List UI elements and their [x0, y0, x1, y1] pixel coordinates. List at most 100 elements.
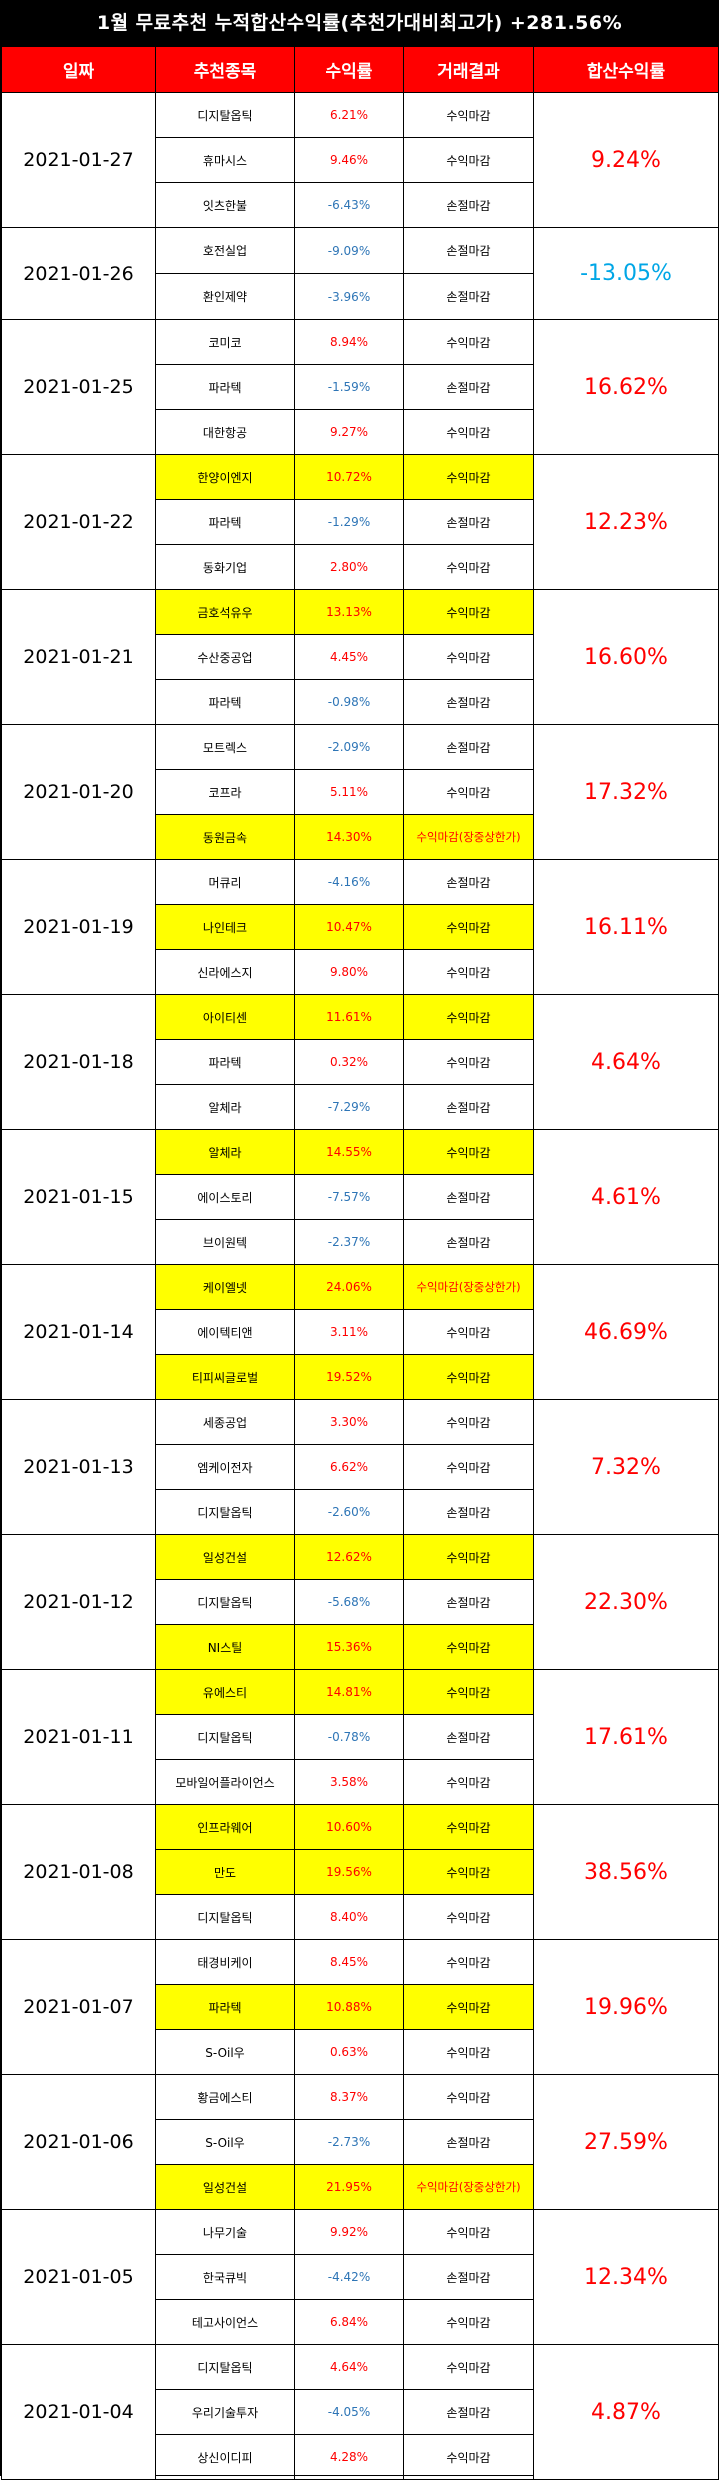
- header-row: 일짜 추천종목 수익률 거래결과 합산수익률: [1, 46, 719, 93]
- table-row: 2021-01-04 디지탈옵틱 4.64% 수익마감 4.87%: [1, 2344, 719, 2480]
- stock-rate: 0.32%: [294, 1039, 404, 1085]
- table-row: 환인제약 -3.96% 손절마감: [2, 273, 719, 320]
- stock-rate: -3.96%: [294, 273, 404, 320]
- trade-result: 수익마감(장중상한가): [403, 1264, 534, 1310]
- stock-rate: 8.37%: [294, 2074, 404, 2120]
- trade-result: 수익마감: [403, 544, 534, 590]
- trade-result: 수익마감: [403, 2299, 534, 2345]
- trade-result: 손절마감: [403, 1174, 534, 1220]
- stock-rate: 19.56%: [294, 1849, 404, 1895]
- table-row: 상신이디피 4.28% 수익마감: [2, 2434, 719, 2480]
- table-row: 2021-01-11 유에스티 14.81% 수익마감 17.61%: [1, 1669, 719, 1805]
- trade-result: 손절마감: [403, 1579, 534, 1625]
- table-row: 만도 19.56% 수익마감: [2, 1849, 719, 1895]
- stock-name: 모트렉스: [155, 724, 295, 770]
- stock-name: 엠케이전자: [155, 1444, 295, 1490]
- table-row: 2021-01-18 아이티센 11.61% 수익마감 4.64%: [1, 994, 719, 1130]
- trade-result: 수익마감: [403, 634, 534, 680]
- group-sum-rate: 4.61%: [533, 1129, 719, 1265]
- stock-name: 금호석유우: [155, 589, 295, 635]
- sheet-title: 1월 무료추천 누적합산수익률(추천가대비최고가) +281.56%: [1, 1, 718, 46]
- trade-result: 수익마감: [403, 589, 534, 635]
- stock-rate: -1.59%: [294, 364, 404, 410]
- trade-result: 손절마감: [403, 679, 534, 725]
- stock-rate: 19.52%: [294, 1354, 404, 1400]
- trade-result: 수익마감: [403, 2029, 534, 2075]
- table-row: 2021-01-07 태경비케이 8.45% 수익마감 19.96%: [1, 1939, 719, 2075]
- table-row: 2021-01-25 코미코 8.94% 수익마감 16.62%: [1, 319, 719, 455]
- table-row: 2021-01-19 머큐리 -4.16% 손절마감 16.11%: [1, 859, 719, 995]
- stock-rate: -4.05%: [294, 2389, 404, 2435]
- stock-rate: 10.60%: [294, 1804, 404, 1850]
- trade-result: 수익마감: [403, 2209, 534, 2255]
- stock-name: 나무기술: [155, 2209, 295, 2255]
- group-sum-rate: 27.59%: [533, 2074, 719, 2210]
- table-row: 2021-01-21 금호석유우 13.13% 수익마감 16.60%: [1, 589, 719, 725]
- group-date: 2021-01-25: [1, 319, 156, 455]
- group-sum-rate: 16.60%: [533, 589, 719, 725]
- stock-name: 디지탈옵틱: [155, 1714, 295, 1760]
- table-row: 우리기술투자 -4.05% 손절마감: [2, 2389, 719, 2435]
- stock-name: 황금에스티: [155, 2074, 295, 2120]
- stock-name: 일성건설: [155, 1534, 295, 1580]
- stock-name: 티피씨글로벌: [155, 1354, 295, 1400]
- stock-name: 머큐리: [155, 859, 295, 905]
- stock-name: 디지탈옵틱: [155, 1579, 295, 1625]
- trade-result: 손절마감: [403, 1219, 534, 1265]
- table-row: 디지탈옵틱 -0.78% 손절마감: [2, 1714, 719, 1760]
- group-date: 2021-01-07: [1, 1939, 156, 2075]
- table-row: 2021-01-26 호전실업 -9.09% 손절마감 -13.05%: [1, 227, 719, 320]
- stock-rate: 15.36%: [294, 1624, 404, 1670]
- group-sum-rate: 4.87%: [533, 2344, 719, 2480]
- group-date: 2021-01-12: [1, 1534, 156, 1670]
- trade-result: 손절마감: [403, 2254, 534, 2300]
- stock-rate: 4.64%: [294, 2344, 404, 2390]
- stock-name: 파라텍: [155, 679, 295, 725]
- table-row: 한국큐빅 -4.42% 손절마감: [2, 2254, 719, 2300]
- stock-name: 대한항공: [155, 409, 295, 455]
- header-rate: 수익률: [294, 46, 404, 93]
- trade-result: 수익마감: [403, 1624, 534, 1670]
- group-date: 2021-01-08: [1, 1804, 156, 1940]
- table-row: 티피씨글로벌 19.52% 수익마감: [2, 1354, 719, 1400]
- trade-result: 수익마감: [403, 1984, 534, 2030]
- stock-rate: 0.63%: [294, 2029, 404, 2075]
- group-sum-rate: 12.34%: [533, 2209, 719, 2345]
- trade-result: 수익마감: [403, 92, 534, 138]
- stock-name: 신라에스지: [155, 949, 295, 995]
- stock-name: 일성건설: [155, 2164, 295, 2210]
- stock-rate: 14.81%: [294, 1669, 404, 1715]
- group-date: 2021-01-04: [1, 2344, 156, 2480]
- stock-name: 에이텍티앤: [155, 1309, 295, 1355]
- table-row: 2021-01-08 인프라웨어 10.60% 수익마감 38.56%: [1, 1804, 719, 1940]
- trade-result: 수익마감: [403, 1354, 534, 1400]
- table-row: 2021-01-15 알체라 14.55% 수익마감 4.61%: [1, 1129, 719, 1265]
- stock-name: 인프라웨어: [155, 1804, 295, 1850]
- stock-name: 수산중공업: [155, 634, 295, 680]
- stock-rate: -7.29%: [294, 1084, 404, 1130]
- stock-name: 브이원텍: [155, 1219, 295, 1265]
- trade-result: 수익마감: [403, 904, 534, 950]
- trade-result: 수익마감: [403, 1939, 534, 1985]
- stock-name: 파라텍: [155, 1039, 295, 1085]
- trade-result: 수익마감: [403, 2344, 534, 2390]
- group-date: 2021-01-11: [1, 1669, 156, 1805]
- table-row: NI스틸 15.36% 수익마감: [2, 1624, 719, 1670]
- table-row: S-Oil우 0.63% 수익마감: [2, 2029, 719, 2075]
- group-date: 2021-01-05: [1, 2209, 156, 2345]
- table-row: 2021-01-05 나무기술 9.92% 수익마감 12.34%: [1, 2209, 719, 2345]
- trade-result: 수익마감: [403, 319, 534, 365]
- stock-name: 디지탈옵틱: [155, 2344, 295, 2390]
- stock-rate: 8.94%: [294, 319, 404, 365]
- trade-result: 수익마감: [403, 1849, 534, 1895]
- trade-result: 수익마감: [403, 2074, 534, 2120]
- results-table: 일짜 추천종목 수익률 거래결과 합산수익률 2021-01-27 디지탈옵틱 6.…: [1, 46, 719, 2480]
- stock-name: 우리기술투자: [155, 2389, 295, 2435]
- group-date: 2021-01-22: [1, 454, 156, 590]
- group-date: 2021-01-26: [1, 227, 156, 320]
- table-row: 동원금속 14.30% 수익마감(장중상한가): [2, 814, 719, 860]
- trade-result: 손절마감: [403, 499, 534, 545]
- group-sum-rate: 16.62%: [533, 319, 719, 455]
- trade-result: 손절마감: [403, 273, 534, 320]
